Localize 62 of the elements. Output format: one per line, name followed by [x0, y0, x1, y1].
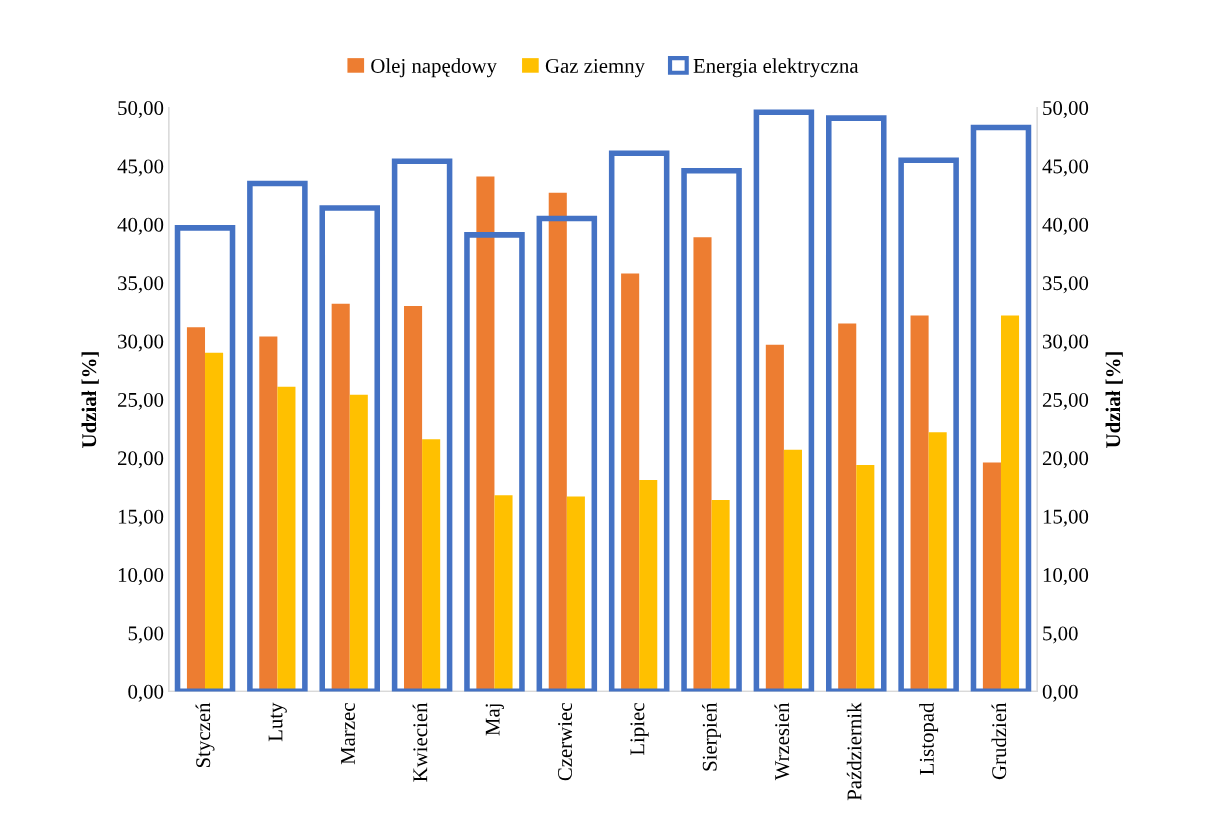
- x-tick-label: Czerwiec: [558, 703, 573, 781]
- bar: [1000, 315, 1020, 692]
- x-tick-label: Maj: [485, 704, 504, 736]
- bar: [910, 315, 929, 692]
- x-tick-label: Marzec: [341, 703, 355, 765]
- bar: [349, 394, 368, 692]
- y-tick-label: 45,00: [117, 159, 164, 177]
- y-tick-label: 20,00: [118, 451, 164, 469]
- bar: [548, 192, 567, 692]
- bar: [476, 176, 495, 692]
- y2-tick-label: 45,00: [1042, 159, 1089, 177]
- y2-tick-label: 15,00: [1043, 509, 1089, 527]
- x-tick-label: Listopad: [919, 702, 939, 775]
- bar: [259, 336, 278, 692]
- bar: [928, 432, 947, 692]
- y-tick-label: 25,00: [118, 392, 164, 410]
- bar: [494, 495, 513, 692]
- y-tick-label: 35,00: [118, 276, 164, 294]
- x-tick-label: Sierpień: [702, 702, 721, 771]
- bar: [331, 303, 350, 692]
- bar: [277, 386, 296, 692]
- legend-label: Gaz ziemny: [545, 58, 645, 78]
- x-tick-label: Październik: [846, 702, 862, 801]
- bar: [205, 352, 224, 692]
- x-tick-label: Kwiecień: [412, 702, 428, 782]
- bar: [621, 273, 640, 692]
- y2-tick-label: 20,00: [1042, 451, 1089, 469]
- y2-tick-label: 10,00: [1043, 568, 1089, 586]
- bar: [765, 344, 784, 692]
- y2-tick-label: 40,00: [1042, 217, 1089, 235]
- bar: [566, 496, 585, 692]
- y-tick-label: 10,00: [118, 568, 164, 586]
- y2-tick-label: 25,00: [1042, 392, 1089, 410]
- bar: [783, 449, 802, 692]
- y-tick-label: 50,00: [118, 101, 164, 119]
- bar: [639, 480, 658, 692]
- bar: [711, 499, 730, 692]
- legend-label: Energia elektryczna: [693, 58, 859, 78]
- y2-tick-label: 35,00: [1043, 276, 1089, 294]
- y-tick-label: 40,00: [117, 217, 164, 235]
- bar: [693, 237, 712, 692]
- y2-tick-label: 50,00: [1043, 101, 1089, 119]
- legend-label: Olej napędowy: [371, 58, 497, 78]
- y-tick-label: 15,00: [118, 509, 164, 527]
- y-tick-label: 0,00: [128, 684, 164, 702]
- x-tick-label: Luty: [268, 702, 287, 742]
- bar: [856, 464, 875, 692]
- y2-tick-label: 5,00: [1043, 626, 1078, 644]
- x-tick-label: Wrzesień: [774, 702, 790, 781]
- bar: [838, 323, 857, 692]
- x-tick-label: Lipiec: [630, 703, 649, 756]
- y2-axis-title: Udział [%]: [1105, 352, 1123, 448]
- y-tick-label: 30,00: [118, 334, 164, 352]
- y-tick-label: 5,00: [128, 626, 164, 644]
- x-tick-label: Grudzień: [991, 702, 1007, 780]
- y2-tick-label: 0,00: [1042, 684, 1078, 702]
- y-axis-title: Udział [%]: [81, 352, 99, 448]
- y2-tick-label: 30,00: [1043, 334, 1089, 352]
- bar: [422, 439, 441, 692]
- bar: [982, 462, 1001, 692]
- bar: [404, 306, 423, 692]
- x-tick-label: Styczeń: [195, 702, 215, 768]
